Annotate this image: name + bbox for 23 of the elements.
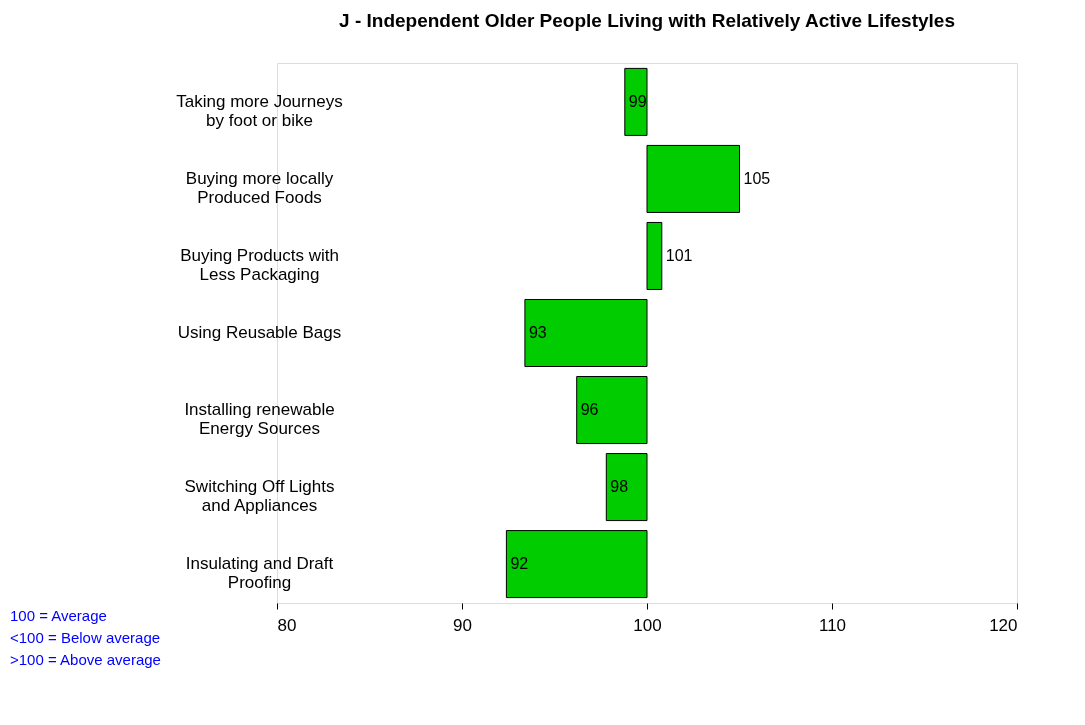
data-label: 96 [580,401,599,419]
x-tick-label: 80 [277,615,297,635]
chart-title: J - Independent Older People Living with Relatively Active Lifestyles [339,10,955,31]
x-tick-label: 90 [453,615,472,635]
x-tick-label: 120 [989,615,1018,635]
text: <100 = Below average [10,629,161,646]
y-tick-label: Installing renewable Energy Sources [184,400,335,439]
y-tick-label: Buying more locally Produced Foods [185,168,334,207]
data-label: 98 [610,478,629,496]
x-tick-label: 110 [818,615,847,635]
text: 100 = Average [10,607,107,624]
data-label: 99 [628,92,647,110]
data-label: 92 [510,555,529,573]
x-tick-label: 100 [633,615,662,635]
text: >100 = Above average [10,651,161,668]
y-tick-label: Taking more Journeys by foot or bike [176,91,343,130]
data-label: 101 [665,246,693,264]
data-label: 93 [528,324,547,341]
y-tick-label: Insulating and Draft Proofing [185,554,334,593]
data-label: 105 [743,169,771,187]
y-tick-label: Buying Products with Less Packaging [180,245,339,284]
y-tick-label: Using Reusable Bags [177,323,342,342]
y-tick-label: Switching Off Lights and Appliances [184,477,335,516]
